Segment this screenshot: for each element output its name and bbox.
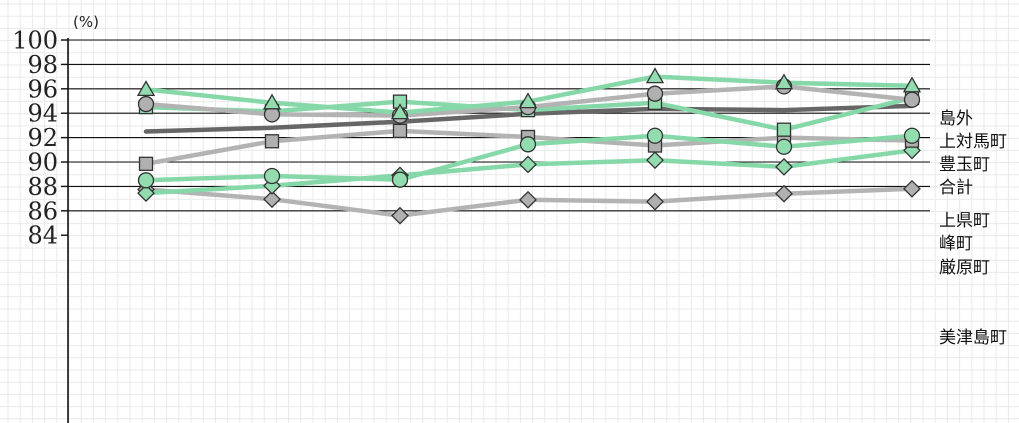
marker-美津島町-5 <box>646 192 664 211</box>
marker-厳原町-4 <box>519 155 537 174</box>
series-markers <box>136 67 922 225</box>
marker-島外-1 <box>136 80 156 97</box>
marker-島外-3 <box>390 103 410 120</box>
marker-上県町-5 <box>646 127 664 144</box>
legend-label-豊玉町: 豊玉町 <box>939 155 990 175</box>
marker-上県町-4 <box>519 136 537 153</box>
marker-島外-4 <box>518 92 538 109</box>
tick-label-94: 94 <box>27 100 58 128</box>
tick-label-88: 88 <box>27 173 58 201</box>
marker-上県町-7 <box>903 127 921 144</box>
tick-label-84: 84 <box>27 222 58 250</box>
marker-上対馬町-1 <box>137 95 155 113</box>
tick-label-90: 90 <box>27 149 58 177</box>
marker-上県町-6 <box>775 138 793 155</box>
marker-美津島町-2 <box>263 190 281 209</box>
marker-美津島町-7 <box>903 179 921 198</box>
marker-上対馬町-5 <box>646 85 664 102</box>
marker-豊玉町-6 <box>776 122 792 137</box>
marker-上対馬町-7 <box>903 91 921 108</box>
marker-上県町-1 <box>137 172 155 189</box>
marker-厳原町-5 <box>646 151 664 170</box>
marker-島外-2 <box>262 93 282 110</box>
tick-label-98: 98 <box>27 51 58 79</box>
marker-島外-5 <box>645 67 665 84</box>
marker-美津島町-3 <box>391 206 409 225</box>
legend-label-上県町: 上県町 <box>939 211 990 231</box>
marker-峰町-1 <box>138 156 154 171</box>
tick-label-100: 100 <box>12 27 58 55</box>
marker-上県町-2 <box>263 167 281 185</box>
legend-label-上対馬町: 上対馬町 <box>939 132 1007 152</box>
legend-label-峰町: 峰町 <box>939 234 973 254</box>
marker-島外-6 <box>774 73 794 90</box>
marker-厳原町-1 <box>137 184 155 203</box>
tick-label-92: 92 <box>27 124 58 152</box>
tick-label-86: 86 <box>27 197 58 225</box>
marker-峰町-2 <box>264 134 280 149</box>
marker-美津島町-6 <box>775 184 793 203</box>
legend-label-美津島町: 美津島町 <box>939 328 1007 348</box>
marker-美津島町-4 <box>519 190 537 209</box>
marker-島外-7 <box>902 76 922 93</box>
legend-label-合計: 合計 <box>939 178 973 198</box>
tick-label-96: 96 <box>27 75 58 103</box>
marker-厳原町-6 <box>775 157 793 176</box>
marker-上県町-3 <box>391 171 409 188</box>
legend-label-厳原町: 厳原町 <box>939 258 990 278</box>
y-axis-unit: (%) <box>73 13 99 31</box>
legend-label-島外: 島外 <box>939 109 973 129</box>
marker-峰町-3 <box>392 123 408 139</box>
